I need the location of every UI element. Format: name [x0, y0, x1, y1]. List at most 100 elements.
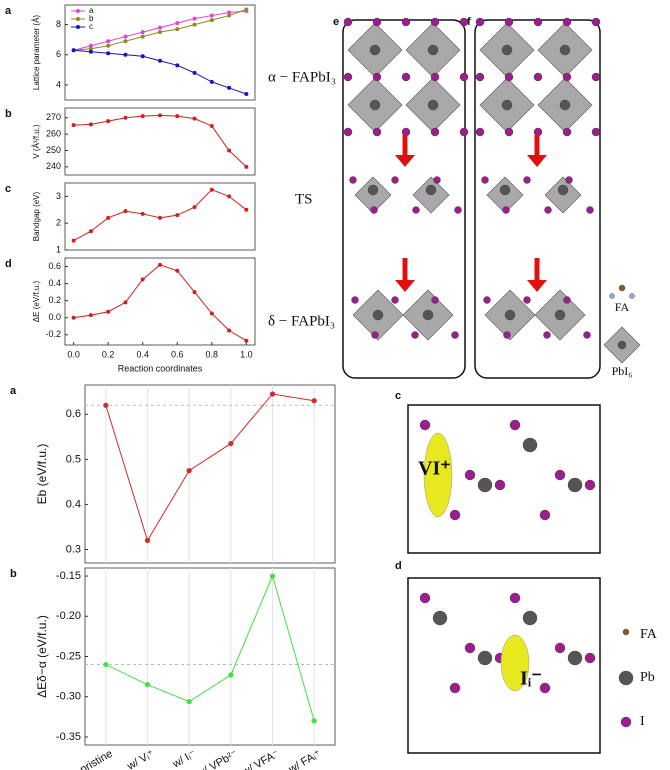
atom — [419, 419, 431, 431]
atom — [449, 509, 461, 521]
y-tick-label: 1 — [56, 244, 61, 254]
atom — [499, 184, 511, 196]
data-point — [158, 113, 162, 118]
y-tick-label: -0.25 — [56, 650, 81, 662]
arrow-head — [395, 280, 415, 292]
data-point — [192, 70, 197, 75]
y-axis-label: V (Å³/f.u.) — [32, 124, 41, 159]
legend-label: FA — [615, 300, 630, 314]
y-axis-label: ΔE (eV/f.u.) — [32, 280, 41, 322]
atom — [504, 127, 514, 137]
atom — [412, 206, 420, 214]
y-tick-label: -0.15 — [56, 570, 81, 582]
x-tick-label: 0.6 — [171, 349, 184, 359]
y-tick-label: 240 — [46, 161, 61, 171]
data-point — [209, 123, 214, 128]
atom — [419, 592, 431, 604]
atom — [523, 176, 531, 184]
x-tick-label: w/ Iᵢ⁻ — [170, 748, 198, 770]
atom — [533, 17, 543, 27]
x-tick-label: 0.2 — [102, 349, 115, 359]
legend-label: a — [89, 6, 94, 15]
y-tick-label: -0.20 — [56, 610, 81, 622]
atom — [351, 296, 359, 304]
data-point — [228, 672, 234, 678]
data-point — [175, 268, 180, 273]
data-point — [158, 25, 162, 30]
atom — [554, 309, 566, 321]
atom — [562, 17, 572, 27]
atom — [533, 72, 543, 82]
data-point — [144, 537, 151, 544]
atom — [559, 44, 571, 56]
plot-frame — [64, 107, 256, 176]
atom — [618, 284, 626, 292]
plot-frame — [64, 257, 256, 346]
y-tick-label: -0.30 — [56, 691, 81, 703]
key-label: FA — [640, 627, 658, 642]
atom — [562, 127, 572, 137]
panel-label: d — [395, 560, 402, 572]
series-line — [105, 574, 315, 722]
data-point — [123, 209, 128, 214]
atom — [411, 331, 419, 339]
atom — [371, 331, 379, 339]
data-point — [269, 573, 276, 579]
y-tick-label: 2 — [56, 218, 61, 228]
data-point — [88, 46, 93, 51]
data-point — [192, 16, 197, 21]
data-point — [123, 52, 128, 57]
data-point — [144, 682, 151, 688]
atom — [504, 309, 516, 321]
y-tick-label: 0.4 — [66, 498, 81, 510]
legend-label: b — [89, 14, 94, 23]
atom — [504, 17, 514, 27]
data-point — [140, 114, 145, 119]
data-point — [227, 194, 232, 199]
key-label: I — [640, 714, 645, 729]
atom — [591, 72, 601, 82]
atom — [539, 682, 551, 694]
data-point — [106, 51, 111, 56]
structure-panels — [342, 17, 641, 754]
data-point — [227, 328, 232, 333]
atom — [425, 184, 437, 196]
atom — [554, 642, 566, 654]
data-point — [71, 238, 76, 243]
data-point — [175, 213, 180, 218]
data-point — [140, 277, 145, 282]
y-axis-label: Lattice parameter (Å) — [32, 15, 41, 90]
x-tick-label: 1.0 — [240, 349, 253, 359]
atom — [431, 296, 439, 304]
y-tick-label: 0.0 — [48, 312, 61, 322]
atom — [562, 72, 572, 82]
atom — [620, 716, 632, 728]
y-tick-label: 0.6 — [48, 261, 61, 271]
panel-label: d — [5, 258, 12, 270]
atom — [584, 479, 596, 491]
data-point — [106, 39, 111, 44]
data-point — [123, 115, 128, 120]
data-point — [158, 30, 162, 35]
phase-label: TS — [295, 191, 313, 207]
atom — [481, 176, 489, 184]
y-tick-label: 0.5 — [66, 453, 81, 465]
atom — [504, 72, 514, 82]
data-point — [228, 440, 234, 447]
atom — [503, 331, 511, 339]
atom — [430, 72, 440, 82]
atom — [464, 469, 476, 481]
series-line — [73, 49, 247, 95]
data-point — [103, 661, 109, 668]
data-point — [227, 148, 232, 153]
y-tick-label: 0.3 — [66, 543, 81, 555]
data-point — [123, 300, 128, 305]
data-point — [158, 262, 162, 267]
y-tick-label: 3 — [56, 191, 61, 201]
data-point — [158, 215, 162, 220]
data-point — [269, 391, 276, 397]
charge-density — [423, 432, 453, 518]
atom — [427, 44, 439, 56]
atom — [430, 127, 440, 137]
data-point — [244, 164, 249, 169]
